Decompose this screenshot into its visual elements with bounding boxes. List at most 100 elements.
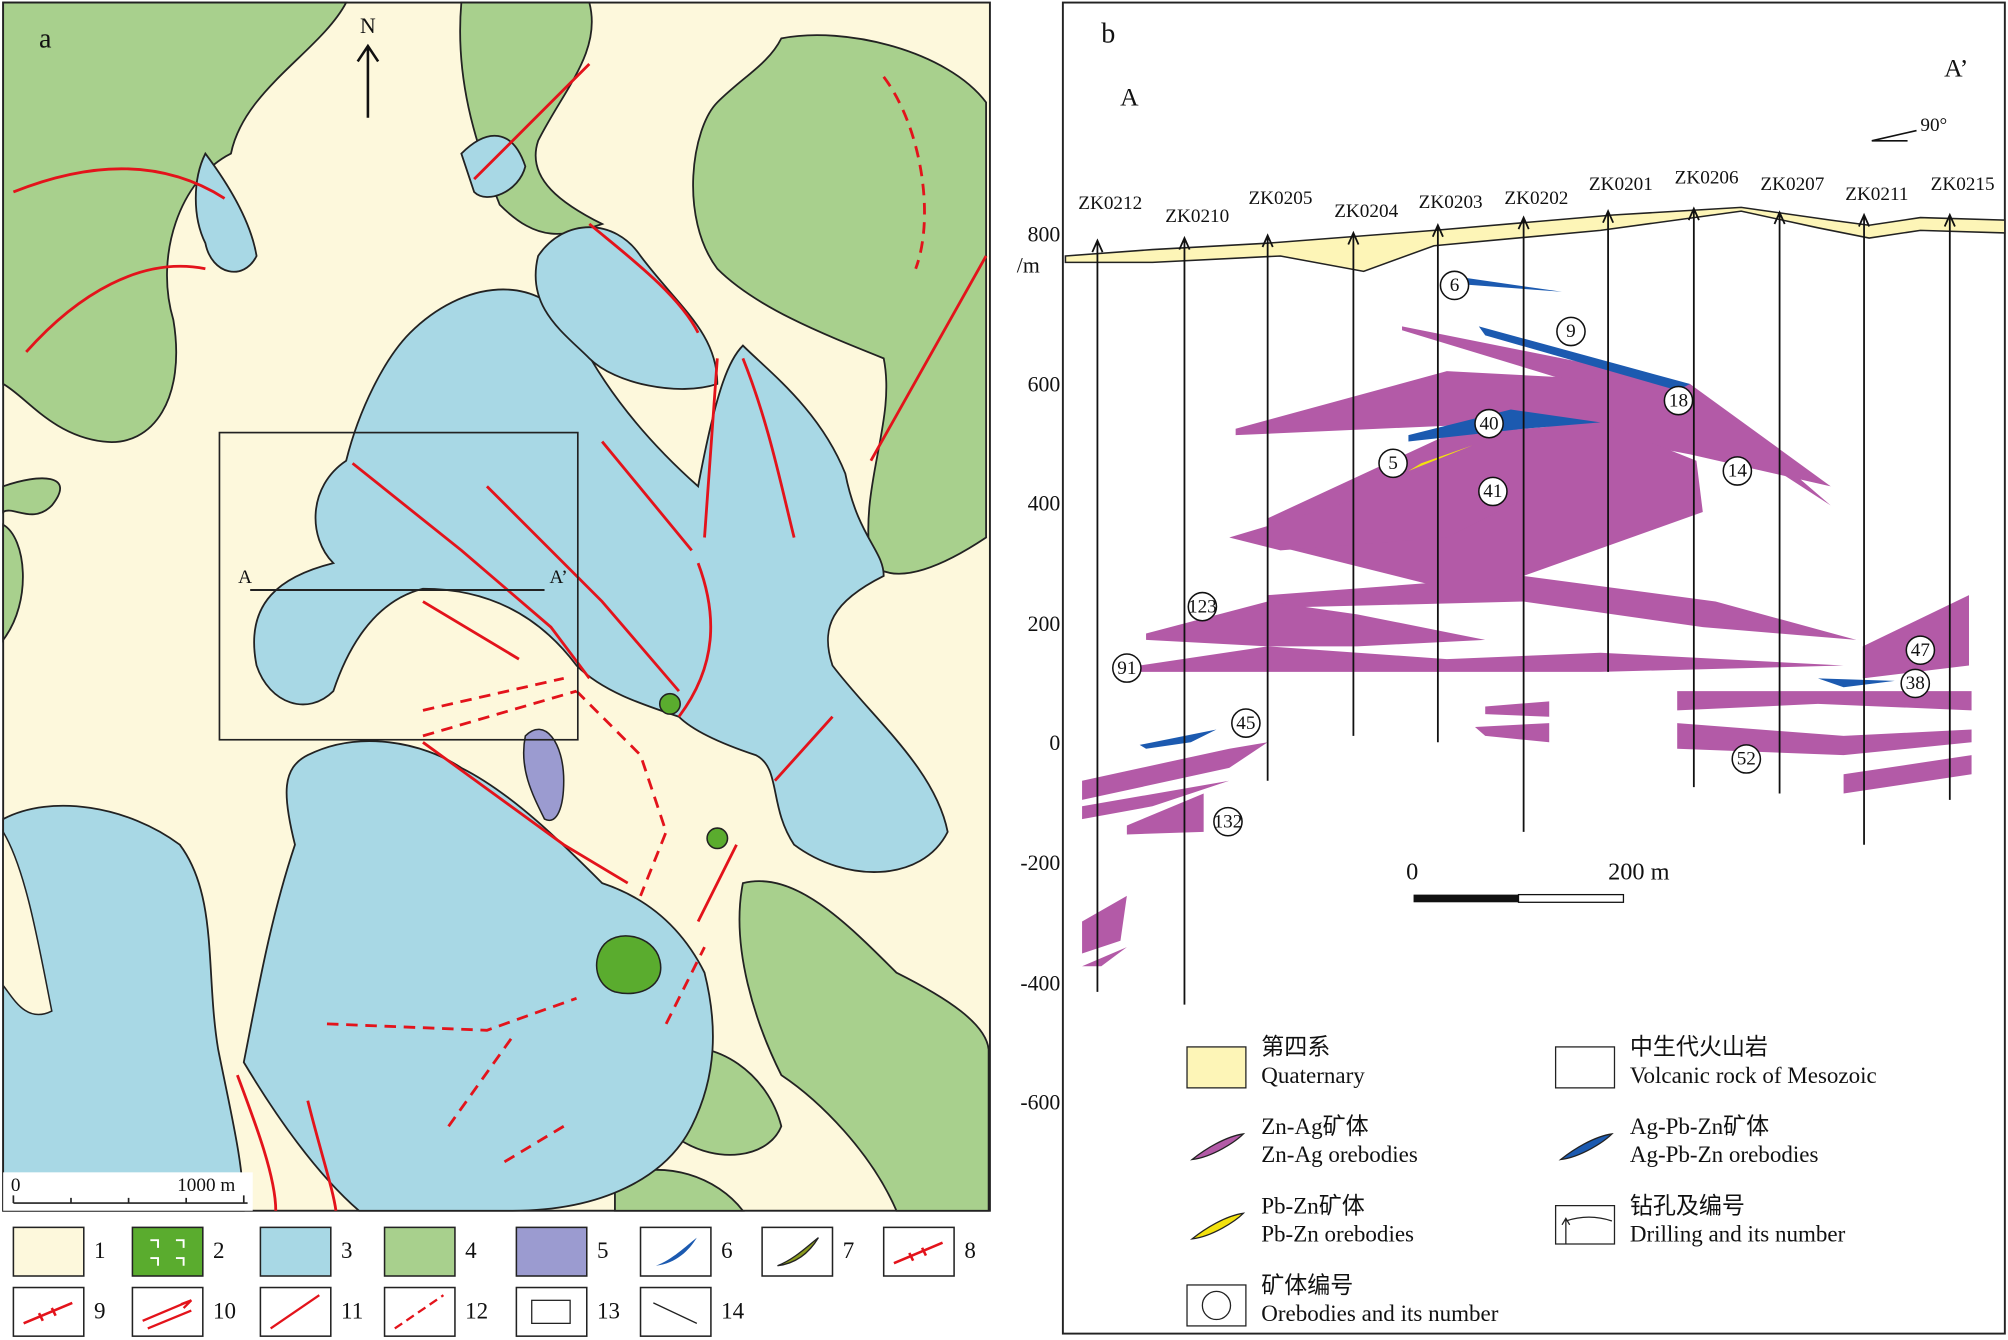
purple-unit [522, 728, 565, 822]
orebody-marker [1112, 653, 1142, 683]
legend-swatch [1558, 1133, 1614, 1161]
scale-white [1517, 893, 1625, 903]
elevation-label: -600 [1020, 1090, 1060, 1114]
legend-swatch [12, 1226, 85, 1277]
orebody-number: 52 [1737, 749, 1756, 770]
scale-end: 1000 m [177, 1175, 235, 1196]
drillhole [1602, 208, 1615, 672]
orebody-number: 38 [1906, 673, 1925, 694]
drillhole-label: ZK0201 [1589, 174, 1653, 195]
drillhole-label: ZK0211 [1845, 184, 1908, 205]
legend-swatch [131, 1286, 204, 1337]
map-legend: 1 2 3 4 5 6 7 89 10 11 12 13 14 [12, 1226, 976, 1337]
orebody-number: 5 [1388, 453, 1398, 474]
legend-zh: 第四系 [1261, 1034, 1330, 1060]
drillhole-label: ZK0210 [1165, 206, 1229, 227]
legend-symbol [269, 1294, 320, 1330]
orebody-marker [1478, 476, 1508, 507]
legend-number: 3 [341, 1237, 353, 1263]
north-arrow [356, 43, 380, 118]
orebody-marker [1231, 708, 1261, 738]
elevation-label: -200 [1020, 851, 1060, 875]
section-panel: b A A’ 90° [1017, 1, 2006, 1335]
drillholes: ZK0212 ZK0210 ZK0205 ZK0204 ZK0203 ZK0202 ZK02… [1078, 168, 1995, 1005]
legend-en: Orebodies and its number [1261, 1300, 1498, 1326]
elevation-label: 800 [1028, 223, 1061, 247]
legend-symbol [893, 1241, 944, 1265]
legend-en: Quaternary [1261, 1062, 1365, 1088]
orebody-number: 41 [1483, 481, 1502, 502]
elevation-axis: 800 600 400 200 0 -200 -400 -600/m [1017, 223, 1061, 1115]
legend-symbol [23, 1301, 73, 1325]
drillhole [1687, 206, 1700, 788]
elevation-unit: /m [1017, 253, 1040, 277]
orebody-number: 40 [1479, 413, 1498, 434]
scale-bar [12, 1195, 248, 1204]
orebody-marker [1900, 668, 1931, 699]
legend-en: Volcanic rock of Mesozoic [1630, 1062, 1877, 1088]
orebody-marker [1722, 456, 1753, 486]
section-end: A’ [550, 567, 568, 588]
legend-number: 9 [94, 1297, 106, 1323]
orebody-marker [1378, 448, 1408, 479]
legend-swatch [1554, 1046, 1616, 1089]
faults [12, 62, 988, 1211]
legend-swatch [1189, 1133, 1246, 1161]
blue-units [2, 134, 949, 1212]
legend-number: 1 [94, 1237, 106, 1263]
legend-swatch [515, 1226, 588, 1277]
drillhole-label: ZK0205 [1248, 188, 1312, 209]
orebody-number: 14 [1728, 461, 1748, 482]
orebody-marker [1439, 270, 1470, 301]
bearing: 90° [1920, 115, 1947, 136]
legend-number: 13 [597, 1297, 620, 1323]
orebody-marker [1213, 806, 1243, 837]
elevation-label: -400 [1020, 971, 1060, 995]
legend-symbol [394, 1294, 445, 1330]
drillhole-label: ZK0212 [1078, 193, 1142, 214]
orebody-number: 123 [1188, 596, 1217, 617]
elevation-label: 400 [1028, 492, 1061, 516]
drillhole [1858, 212, 1870, 845]
legend-swatch [639, 1286, 712, 1337]
legend-zh: 矿体编号 [1261, 1272, 1353, 1298]
orebody-labels: 6 9 18 40 5 41 14 123 91 47 38 45 52 132 [1112, 270, 1936, 837]
legend-swatch [1554, 1204, 1616, 1245]
legend-number: 5 [597, 1237, 609, 1263]
orebody-number: 47 [1911, 640, 1931, 661]
green-intrusions [595, 692, 729, 995]
legend-swatch [131, 1226, 204, 1277]
legend-en: Zn-Ag orebodies [1261, 1141, 1418, 1167]
section-start: A [1120, 83, 1139, 112]
drillhole [1261, 233, 1274, 781]
legend-symbol [531, 1299, 571, 1325]
elevation-label: 200 [1028, 612, 1061, 636]
legend-swatch [515, 1286, 588, 1337]
drillhole [1178, 235, 1191, 1005]
legend-swatch [639, 1226, 712, 1277]
orebody-marker [1187, 591, 1218, 622]
legend-number: 7 [843, 1237, 855, 1263]
legend-en: Pb-Zn orebodies [1261, 1221, 1414, 1247]
legend-symbol [150, 1239, 185, 1266]
legend-number: 11 [341, 1297, 363, 1323]
legend-swatch [761, 1226, 834, 1277]
panel-label: b [1101, 18, 1115, 49]
elevation-label: 600 [1028, 372, 1061, 396]
legend-zh: Ag-Pb-Zn矿体 [1630, 1113, 1769, 1139]
scale-black [1413, 894, 1519, 903]
north-label: N [360, 14, 376, 38]
quaternary-patch [2, 829, 53, 1016]
study-area-box [218, 431, 579, 741]
legend-swatch [1189, 1212, 1246, 1240]
drillhole-label: ZK0202 [1504, 188, 1568, 209]
legend-number: 14 [721, 1297, 745, 1323]
legend-symbol [777, 1237, 819, 1267]
legend-number: 10 [213, 1297, 236, 1323]
bearing-arrow [1871, 129, 1917, 142]
drillhole [1943, 212, 1956, 800]
drillhole [1091, 238, 1104, 992]
